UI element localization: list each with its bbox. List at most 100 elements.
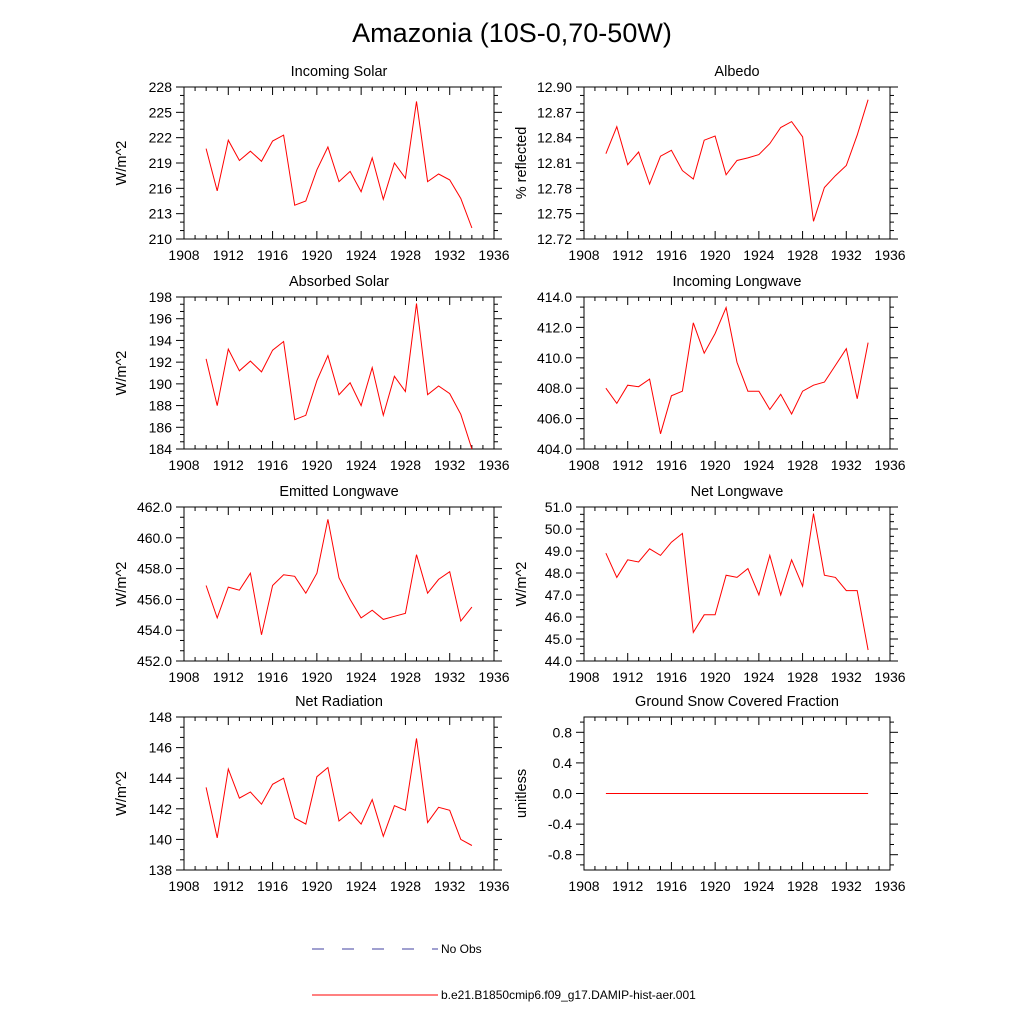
- plot-frame: [183, 716, 495, 871]
- series-line-incoming-solar: [205, 101, 473, 229]
- x-tick-label: 1916: [257, 669, 288, 685]
- x-tick-label: 1936: [478, 669, 509, 685]
- y-tick-label: 216: [149, 180, 173, 196]
- x-tick-label: 1912: [213, 669, 244, 685]
- x-tick-label: 1912: [213, 247, 244, 263]
- y-tick-label: 142: [149, 801, 173, 817]
- x-tick-label: 1932: [434, 457, 465, 473]
- y-tick-label: -0.4: [548, 816, 572, 832]
- y-tick-label: 412.0: [537, 319, 572, 335]
- series-line-net-radiation: [205, 738, 473, 846]
- x-tick-label: 1924: [346, 457, 377, 473]
- panel-title: Absorbed Solar: [289, 274, 389, 290]
- y-tick-label: 406.0: [537, 411, 572, 427]
- legend-label-model: b.e21.B1850cmip6.f09_g17.DAMIP-hist-aer.…: [441, 988, 696, 1002]
- x-tick-label: 1916: [257, 457, 288, 473]
- y-tick-label: 51.0: [545, 499, 572, 515]
- y-axis-label: % reflected: [514, 127, 530, 200]
- series-line-albedo: [605, 99, 869, 222]
- x-tick-label: 1924: [743, 878, 774, 894]
- panel-albedo: Albedo 1908 1912 1916 1920 1924 1928 1932 1936 12…: [514, 64, 906, 263]
- panel-ground-snow-covered-fraction: Ground Snow Covered Fraction 1908 1912 1916…: [514, 694, 906, 894]
- y-tick-label: -0.8: [548, 847, 572, 863]
- y-tick-label: 148: [149, 709, 173, 725]
- figure-title: Amazonia (10S-0,70-50W): [352, 18, 672, 48]
- y-tick-label: 454.0: [137, 622, 172, 638]
- y-tick-label: 12.72: [537, 231, 572, 247]
- y-axis-label: W/m^2: [114, 771, 130, 816]
- y-tick-label: 228: [149, 79, 173, 95]
- y-tick-label: 408.0: [537, 380, 572, 396]
- x-tick-label: 1932: [831, 247, 862, 263]
- plot-frame: [583, 506, 891, 662]
- y-tick-label: 12.75: [537, 206, 572, 222]
- x-tick-label: 1928: [787, 878, 818, 894]
- plot-frame: [183, 86, 495, 240]
- x-tick-label: 1924: [346, 878, 377, 894]
- panel-net-radiation: Net Radiation 1908 1912 1916 1920 1924 1928 193…: [114, 694, 510, 894]
- y-tick-label: 219: [149, 155, 173, 171]
- x-tick-label: 1912: [213, 878, 244, 894]
- y-tick-label: 0.8: [553, 724, 573, 740]
- panel-grid: Incoming Solar 1908 1912 1916 1920 1924 1928 19…: [114, 64, 906, 894]
- x-tick-label: 1916: [257, 878, 288, 894]
- y-tick-label: 196: [149, 311, 173, 327]
- y-tick-label: 210: [149, 231, 173, 247]
- y-axis-label: W/m^2: [114, 562, 130, 607]
- panel-title: Net Radiation: [295, 694, 383, 710]
- x-tick-label: 1916: [656, 457, 687, 473]
- y-tick-label: 12.87: [537, 104, 572, 120]
- x-tick-label: 1936: [478, 878, 509, 894]
- x-tick-label: 1924: [743, 457, 774, 473]
- x-tick-label: 1932: [434, 878, 465, 894]
- panel-absorbed-solar: Absorbed Solar 1908 1912 1916 1920 1924 1928 19…: [114, 274, 510, 473]
- y-axis-label: W/m^2: [114, 141, 130, 186]
- x-tick-label: 1908: [568, 878, 599, 894]
- y-tick-label: 144: [149, 770, 173, 786]
- x-tick-label: 1924: [743, 247, 774, 263]
- y-tick-label: 146: [149, 740, 173, 756]
- legend-label-no-obs: No Obs: [441, 942, 482, 956]
- x-tick-label: 1936: [478, 457, 509, 473]
- y-tick-label: 186: [149, 419, 173, 435]
- panel-title: Incoming Solar: [291, 64, 388, 80]
- y-tick-label: 47.0: [545, 587, 572, 603]
- y-tick-label: 50.0: [545, 521, 572, 537]
- y-tick-label: 140: [149, 831, 173, 847]
- x-tick-label: 1916: [656, 669, 687, 685]
- y-tick-label: 192: [149, 354, 173, 370]
- x-tick-label: 1920: [301, 878, 332, 894]
- x-tick-label: 1924: [743, 669, 774, 685]
- x-tick-label: 1932: [831, 669, 862, 685]
- legend: No Obs b.e21.B1850cmip6.f09_g17.DAMIP-hi…: [312, 942, 696, 1002]
- x-tick-label: 1928: [390, 457, 421, 473]
- y-tick-label: 198: [149, 289, 173, 305]
- x-tick-label: 1912: [612, 457, 643, 473]
- panel-title: Ground Snow Covered Fraction: [635, 694, 839, 710]
- x-tick-label: 1928: [390, 247, 421, 263]
- y-tick-label: 44.0: [545, 653, 572, 669]
- y-tick-label: 45.0: [545, 631, 572, 647]
- x-tick-label: 1912: [213, 457, 244, 473]
- x-tick-label: 1908: [168, 247, 199, 263]
- x-tick-label: 1932: [434, 669, 465, 685]
- y-tick-label: 222: [149, 130, 173, 146]
- x-tick-label: 1932: [434, 247, 465, 263]
- x-tick-label: 1920: [700, 457, 731, 473]
- series-line-incoming-longwave: [605, 305, 869, 434]
- y-tick-label: 12.84: [537, 130, 572, 146]
- panel-title: Net Longwave: [691, 484, 784, 500]
- y-axis-label: unitless: [514, 769, 530, 818]
- x-tick-label: 1936: [874, 457, 905, 473]
- panel-title: Emitted Longwave: [279, 484, 398, 500]
- y-tick-label: 414.0: [537, 289, 572, 305]
- y-tick-label: 184: [149, 441, 173, 457]
- x-tick-label: 1908: [168, 669, 199, 685]
- y-tick-label: 225: [149, 104, 173, 120]
- panel-incoming-solar: Incoming Solar 1908 1912 1916 1920 1924 1928 19…: [114, 64, 510, 263]
- y-tick-label: 0.4: [553, 755, 573, 771]
- x-tick-label: 1928: [787, 247, 818, 263]
- x-tick-label: 1936: [874, 878, 905, 894]
- y-tick-label: 46.0: [545, 609, 572, 625]
- x-tick-label: 1912: [612, 669, 643, 685]
